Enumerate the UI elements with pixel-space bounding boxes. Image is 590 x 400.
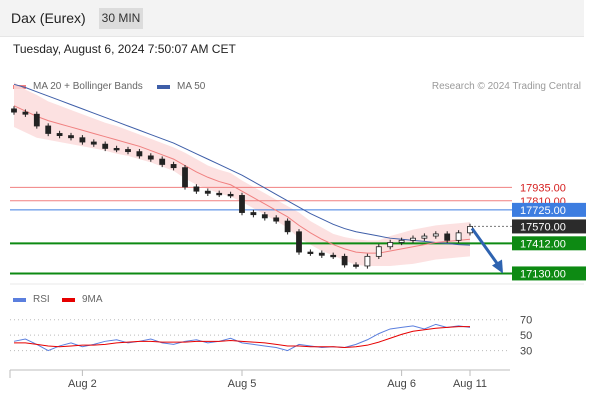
candle	[193, 186, 200, 192]
candle	[136, 151, 143, 157]
level-tag-17725.00	[512, 202, 586, 217]
candle	[159, 158, 166, 165]
credit-text: Research © 2024 Trading Central	[431, 81, 581, 92]
bollinger-band-area	[14, 82, 470, 266]
candle	[22, 111, 29, 115]
timestamp: Tuesday, August 6, 2024 7:50:07 AM CET	[13, 42, 236, 56]
candle	[421, 235, 428, 239]
candle	[90, 141, 97, 145]
x-axis-label-Aug 2: Aug 2	[68, 378, 97, 390]
x-axis-label-Aug 11: Aug 11	[453, 378, 487, 390]
candle	[33, 113, 40, 127]
candle	[227, 193, 234, 197]
level-label-17725.00: 17725.00	[520, 205, 566, 217]
candle	[353, 264, 359, 267]
forecast-arrow-shaft	[470, 227, 502, 269]
level-label-17935.00: 17935.00	[520, 182, 566, 194]
candle	[11, 108, 17, 113]
chart-header: Dax (Eurex) 30 MIN	[0, 0, 584, 37]
candle	[296, 231, 302, 253]
ma50-line	[13, 83, 471, 246]
legend-rsi-label: RSI	[33, 294, 50, 305]
candle	[216, 192, 223, 196]
instrument-title: Dax (Eurex)	[11, 10, 86, 26]
candle	[398, 239, 405, 243]
candle	[147, 155, 154, 160]
candle	[273, 217, 280, 222]
candle	[45, 125, 52, 134]
candle	[102, 143, 109, 149]
legend-bollinger-label: MA 20 + Bollinger Bands	[33, 81, 143, 92]
candle	[182, 167, 188, 188]
ma50-swatch	[157, 84, 170, 89]
candle	[341, 255, 348, 266]
candle	[68, 135, 74, 139]
candle	[318, 252, 325, 256]
candle	[113, 148, 120, 151]
level-label-17412.00: 17412.00	[520, 238, 566, 250]
rsi-tick-30: 30	[520, 346, 532, 358]
candle	[432, 233, 439, 237]
rsi-line	[13, 323, 471, 352]
forecast-arrow-head	[492, 259, 503, 274]
level-tag-17130.00	[512, 266, 586, 281]
level-label-17130.00: 17130.00	[520, 268, 566, 280]
x-axis-label-Aug 5: Aug 5	[228, 378, 257, 390]
candle	[444, 233, 451, 241]
candle	[387, 242, 394, 248]
rsi-ma-line	[14, 326, 470, 348]
legend-9ma-label: 9MA	[82, 294, 103, 305]
candle	[79, 137, 86, 143]
candle	[250, 212, 257, 216]
candle	[330, 254, 337, 258]
ma9-swatch	[62, 297, 75, 302]
ma20-line	[13, 105, 471, 254]
legend-9ma: 9MA	[62, 294, 103, 305]
rsi-tick-70: 70	[520, 315, 532, 327]
candle	[307, 251, 314, 254]
candle	[56, 133, 63, 137]
level-label-17570.00: 17570.00	[520, 221, 566, 233]
timeframe-badge[interactable]: 30 MIN	[99, 8, 143, 29]
candle	[239, 195, 245, 213]
candle	[204, 190, 211, 194]
level-tag-17570.00	[512, 219, 586, 234]
x-axis-label-Aug 6: Aug 6	[387, 378, 416, 390]
candle	[261, 214, 268, 219]
legend-ma50-label: MA 50	[177, 81, 206, 92]
candle	[455, 232, 462, 241]
legend-rsi: RSI	[13, 294, 50, 305]
candle	[364, 255, 371, 267]
candle	[284, 220, 291, 233]
level-tag-17412.00	[512, 236, 586, 251]
rsi-swatch	[13, 297, 26, 302]
candle	[170, 164, 177, 169]
candle	[375, 246, 382, 257]
candle	[125, 149, 131, 153]
candle	[410, 237, 416, 241]
rsi-tick-50: 50	[520, 330, 532, 342]
legend-ma50: MA 50	[157, 81, 205, 92]
